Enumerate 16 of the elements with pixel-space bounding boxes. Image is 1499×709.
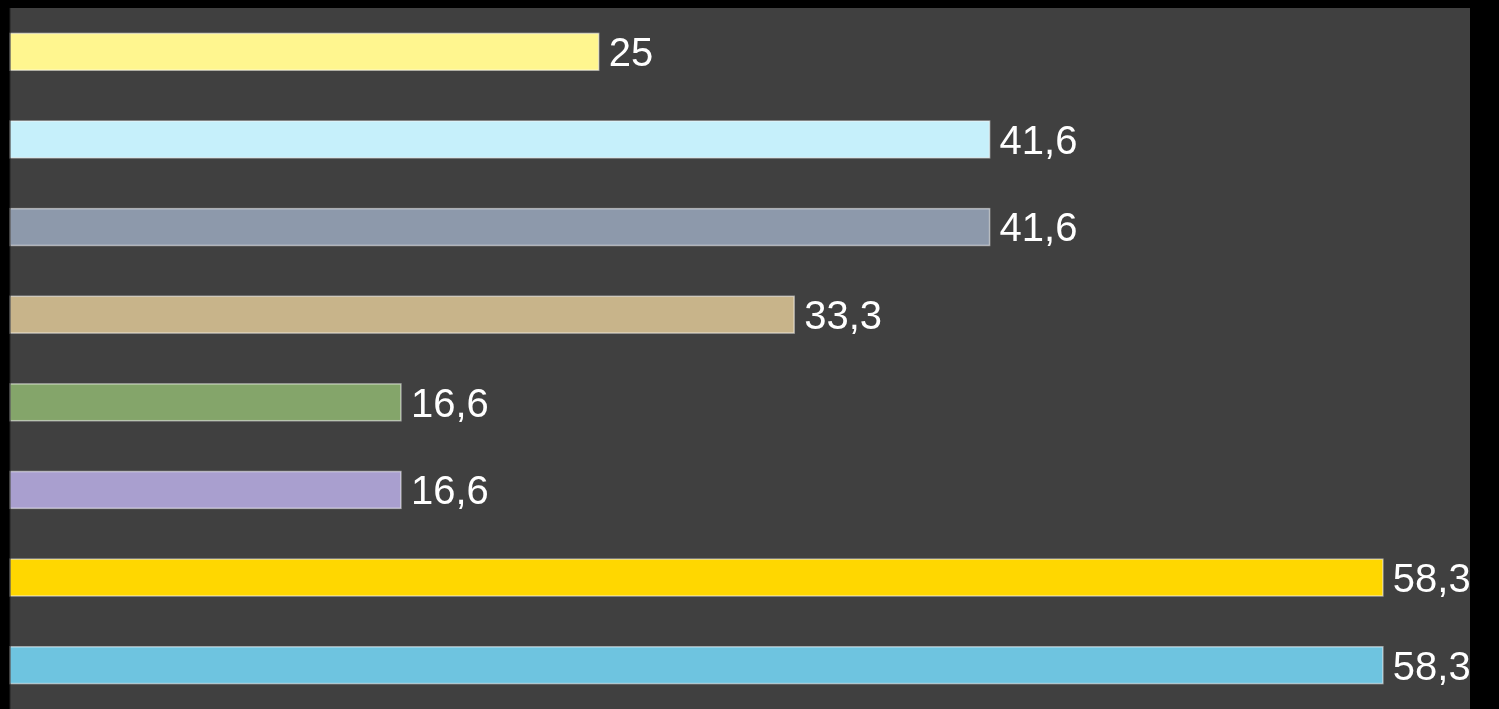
data-label: 58,3 [1392, 555, 1471, 600]
bar [9, 295, 795, 334]
data-label: 33,3 [804, 293, 883, 338]
bar [9, 120, 991, 159]
bar [9, 558, 1384, 597]
bar [9, 207, 991, 247]
data-label: 16,6 [410, 380, 489, 425]
bar [9, 470, 402, 510]
bar [9, 32, 600, 71]
data-label: 25 [608, 30, 654, 75]
bar [9, 646, 1384, 685]
data-label: 58,3 [1392, 643, 1471, 688]
data-label: 41,6 [999, 117, 1078, 162]
data-label: 41,6 [999, 205, 1078, 250]
bar [9, 383, 402, 422]
data-label: 16,6 [410, 468, 489, 513]
